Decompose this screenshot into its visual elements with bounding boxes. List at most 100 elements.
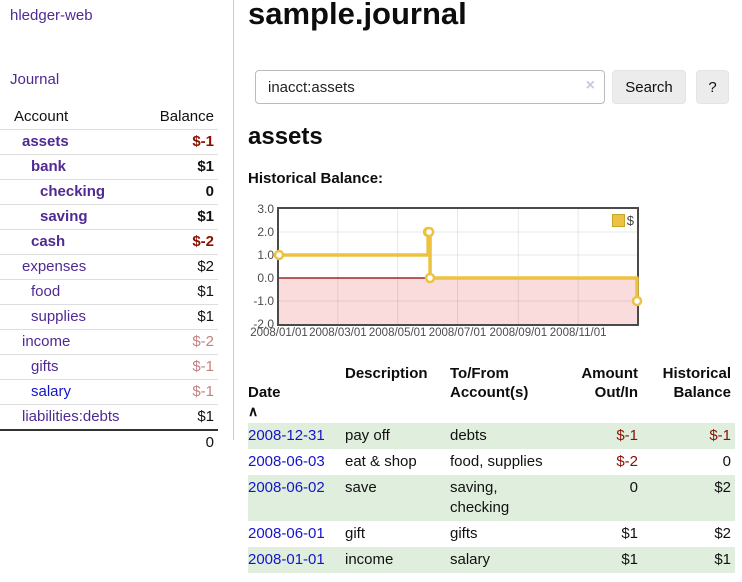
account-heading: assets (248, 123, 323, 150)
register-balance: 0 (722, 453, 731, 470)
account-row: assets $-1 (0, 130, 218, 155)
register-amount: $-1 (616, 427, 638, 444)
register-table-body: 2008-12-31 pay off debts $-1 $-1 2008-06-03 ea… (248, 423, 735, 573)
account-row: liabilities:debts $1 (0, 405, 218, 430)
y-axis-tick-label: 0.0 (257, 271, 274, 285)
account-name-link[interactable]: expenses (22, 258, 87, 275)
sidebar: hledger-web Journal Account Balance asse… (0, 0, 234, 451)
account-row: checking 0 (0, 180, 218, 205)
register-accounts: gifts (450, 525, 478, 542)
register-balance: $2 (714, 479, 731, 496)
account-name-link[interactable]: cash (31, 233, 66, 250)
y-axis-tick-label: 2.0 (257, 225, 274, 239)
register-header-description: Description (345, 365, 428, 382)
register-balance: $-1 (709, 427, 731, 444)
register-description: eat & shop (345, 453, 417, 470)
page-title: sample.journal (248, 0, 467, 31)
account-row: saving $1 (0, 205, 218, 230)
account-balance: $-2 (192, 333, 214, 350)
account-balance: $1 (197, 158, 214, 175)
legend-label: $ (626, 213, 634, 228)
accounts-table-header: Account Balance (0, 105, 218, 130)
account-row: supplies $1 (0, 305, 218, 330)
app-title-link[interactable]: hledger-web (10, 7, 93, 24)
account-name-link[interactable]: salary (31, 383, 72, 400)
register-row: 2008-06-01 gift gifts $1 $2 (248, 521, 735, 547)
y-axis-tick-label: -2.0 (253, 317, 274, 331)
register-header-amount: Amount Out/In (581, 365, 638, 401)
register-date-link[interactable]: 2008-06-02 (248, 479, 325, 496)
chart-plot-area: $ (273, 207, 643, 326)
register-header-accounts: To/From Account(s) (450, 365, 529, 401)
account-name-link[interactable]: bank (31, 158, 67, 175)
register-header-date: Date ∧ (248, 362, 345, 423)
historical-balance-chart: $ 3.0 2.0 1.0 0.0 -1.0 -2.0 2008/01/01 2008/03… (248, 197, 735, 347)
clear-search-icon[interactable]: × (585, 77, 595, 94)
accounts-table-body: assets $-1 bank $1 checking 0 saving $1 cash $-2 e… (0, 130, 218, 430)
register-header-row: Date ∧ Description To/From Account(s) Am… (248, 362, 735, 423)
register-row: 2008-06-03 eat & shop food, supplies $-2 0 (248, 449, 735, 475)
total-spacer (0, 430, 150, 455)
register-accounts: debts (450, 427, 487, 444)
x-axis-tick-label: 2008/05/01 (368, 327, 427, 339)
account-name-link[interactable]: income (22, 333, 71, 350)
account-name-link[interactable]: assets (22, 133, 69, 150)
x-axis-tick-label: 2008/09/01 (489, 327, 548, 339)
register-row: 2008-12-31 pay off debts $-1 $-1 (248, 423, 735, 449)
chart-legend: $ (611, 213, 634, 228)
search-button[interactable]: Search (612, 70, 686, 104)
register-amount: 0 (629, 479, 638, 496)
register-description: gift (345, 525, 366, 542)
chart-canvas (273, 209, 643, 324)
account-name-link[interactable]: gifts (31, 358, 59, 375)
register-description: income (345, 551, 394, 568)
register-accounts: salary (450, 551, 491, 568)
legend-swatch-icon (611, 214, 625, 227)
account-name-link[interactable]: liabilities:debts (22, 408, 120, 425)
register-amount: $1 (621, 551, 638, 568)
register-date-link[interactable]: 2008-06-03 (248, 453, 325, 470)
account-name-link[interactable]: food (31, 283, 61, 300)
register-date-link[interactable]: 2008-06-01 (248, 525, 325, 542)
sort-ascending-icon: ∧ (248, 403, 259, 419)
account-balance: 0 (205, 183, 214, 200)
account-name-link[interactable]: checking (40, 183, 106, 200)
nav-journal-link[interactable]: Journal (10, 71, 60, 88)
account-row: food $1 (0, 280, 218, 305)
account-row: gifts $-1 (0, 355, 218, 380)
register-amount: $1 (621, 525, 638, 542)
account-balance: $1 (197, 308, 214, 325)
register-row: 2008-01-01 income salary $1 $1 (248, 547, 735, 573)
register-row: 2008-06-02 save saving, checking 0 $2 (248, 475, 735, 521)
account-row: bank $1 (0, 155, 218, 180)
register-balance: $1 (714, 551, 731, 568)
account-balance: $-1 (192, 133, 214, 150)
accounts-table: Account Balance assets $-1 bank $1 checking 0… (0, 105, 218, 455)
account-row: income $-2 (0, 330, 218, 355)
x-axis-tick-label: 2008/07/01 (428, 327, 487, 339)
register-header-date-label: Date (248, 384, 281, 401)
account-balance: $1 (197, 408, 214, 425)
account-balance: $-1 (192, 383, 214, 400)
help-button[interactable]: ? (696, 70, 729, 104)
account-row: salary $-1 (0, 380, 218, 405)
account-balance: $1 (197, 283, 214, 300)
account-name-link[interactable]: saving (40, 208, 88, 225)
register-description: save (345, 479, 377, 496)
search-input[interactable] (255, 70, 605, 104)
account-balance: $2 (197, 258, 214, 275)
register-date-link[interactable]: 2008-12-31 (248, 427, 325, 444)
y-axis-tick-label: 1.0 (257, 248, 274, 262)
account-column-header: Account (14, 108, 69, 125)
y-axis-tick-label: -1.0 (253, 294, 274, 308)
account-name-link[interactable]: supplies (31, 308, 87, 325)
x-axis-tick-label: 2008/03/01 (309, 327, 367, 339)
register-date-link[interactable]: 2008-01-01 (248, 551, 325, 568)
account-balance: $1 (197, 208, 214, 225)
register-accounts: saving, checking (450, 479, 510, 516)
accounts-total-balance: 0 (205, 434, 214, 451)
account-balance: $-2 (192, 233, 214, 250)
register-amount: $-2 (616, 453, 638, 470)
accounts-total-row: 0 (0, 430, 218, 455)
x-axis-tick-label: 2008/01/01 (250, 327, 308, 339)
